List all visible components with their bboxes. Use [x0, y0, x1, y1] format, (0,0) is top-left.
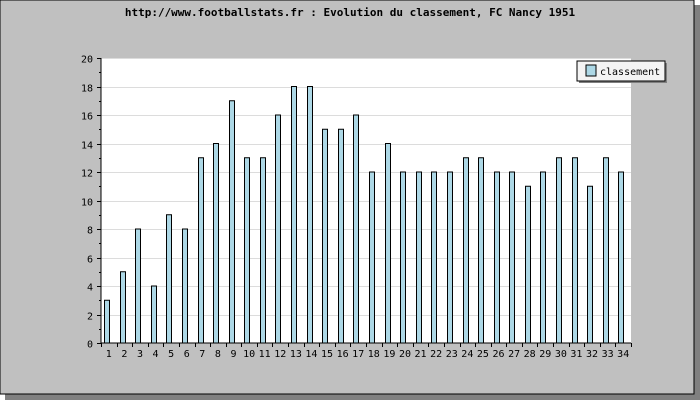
- x-tick-label: 28: [524, 349, 536, 360]
- bar: [322, 128, 328, 344]
- bar: [572, 157, 578, 344]
- y-tick-label: 0: [87, 340, 93, 351]
- bar: [260, 157, 266, 344]
- bar: [540, 171, 546, 344]
- x-tick-label: 20: [399, 349, 411, 360]
- x-tick-label: 34: [617, 349, 629, 360]
- x-tick-label: 26: [492, 349, 504, 360]
- x-tick-label: 11: [259, 349, 271, 360]
- x-tick-label: 10: [243, 349, 255, 360]
- y-tick-label: 18: [81, 84, 93, 95]
- bar: [291, 86, 297, 344]
- x-tick-label: 21: [415, 349, 427, 360]
- y-tick-label: 16: [81, 112, 93, 123]
- bar: [166, 214, 172, 344]
- x-tick-label: 16: [337, 349, 349, 360]
- x-tick-label: 1: [106, 349, 112, 360]
- bar: [369, 171, 375, 344]
- bar: [151, 285, 157, 344]
- bar: [135, 228, 141, 344]
- legend-box: [576, 60, 666, 82]
- y-tick-label: 4: [87, 283, 93, 294]
- bar: [275, 114, 281, 344]
- x-tick-label: 32: [586, 349, 598, 360]
- bar: [509, 171, 515, 344]
- x-tick-label: 2: [121, 349, 127, 360]
- x-tick-label: 8: [215, 349, 221, 360]
- x-tick-label: 24: [461, 349, 473, 360]
- x-tick-label: 30: [555, 349, 567, 360]
- y-tick-label: 12: [81, 169, 93, 180]
- x-tick-label: 29: [539, 349, 551, 360]
- bar: [307, 86, 313, 344]
- bar: [400, 171, 406, 344]
- bar: [104, 299, 110, 344]
- bar: [618, 171, 624, 344]
- x-tick-label: 25: [477, 349, 489, 360]
- y-tick-label: 8: [87, 226, 93, 237]
- bar: [120, 271, 126, 344]
- chart-title: http://www.footballstats.fr : Evolution …: [125, 6, 576, 19]
- x-tick-label: 22: [430, 349, 442, 360]
- x-tick-label: 6: [184, 349, 190, 360]
- y-tick-label: 20: [81, 55, 93, 66]
- x-tick-label: 14: [305, 349, 317, 360]
- bar: [213, 143, 219, 344]
- legend: classement: [576, 60, 667, 83]
- x-tick-label: 4: [153, 349, 159, 360]
- bar: [556, 157, 562, 344]
- x-tick-label: 9: [230, 349, 236, 360]
- x-tick-label: 33: [602, 349, 614, 360]
- y-tick-label: 10: [81, 198, 93, 209]
- x-tick-label: 19: [383, 349, 395, 360]
- x-tick-label: 18: [368, 349, 380, 360]
- y-ticks: 0 2 4 6 8 10 12 14 16 18 20: [81, 55, 101, 351]
- bar: [385, 143, 391, 344]
- bar: [182, 228, 188, 344]
- y-tick-label: 6: [87, 255, 93, 266]
- x-tick-label: 31: [570, 349, 582, 360]
- x-tick-label: 7: [199, 349, 205, 360]
- bar: [353, 114, 359, 344]
- x-tick-label: 17: [352, 349, 364, 360]
- x-tick-label: 3: [137, 349, 143, 360]
- bar: [338, 128, 344, 344]
- bar: [447, 171, 453, 344]
- bar: [494, 171, 500, 344]
- y-tick-label: 14: [81, 141, 93, 152]
- x-tick-label: 15: [321, 349, 333, 360]
- bar: [244, 157, 250, 344]
- bar: [463, 157, 469, 344]
- x-tick-label: 13: [290, 349, 302, 360]
- bar: [229, 100, 235, 344]
- bar: [603, 157, 609, 344]
- bar: [416, 171, 422, 344]
- bar: [478, 157, 484, 344]
- x-tick-label: 5: [168, 349, 174, 360]
- legend-label: classement: [600, 67, 660, 78]
- bar: [198, 157, 204, 344]
- legend-swatch: [585, 64, 597, 77]
- y-tick-label: 2: [87, 312, 93, 323]
- x-tick-label: 27: [508, 349, 520, 360]
- bar: [525, 185, 531, 344]
- bars: [104, 86, 624, 344]
- bar: [587, 185, 593, 344]
- x-tick-label: 23: [446, 349, 458, 360]
- bar: [431, 171, 437, 344]
- plot-area: [101, 58, 631, 343]
- x-tick-label: 12: [274, 349, 286, 360]
- x-ticks: 1 2 3 4 5 6 7 8 9 10 11 12 13 14 15 16 17 18 19 20 21 22 23 24 2…: [101, 343, 632, 360]
